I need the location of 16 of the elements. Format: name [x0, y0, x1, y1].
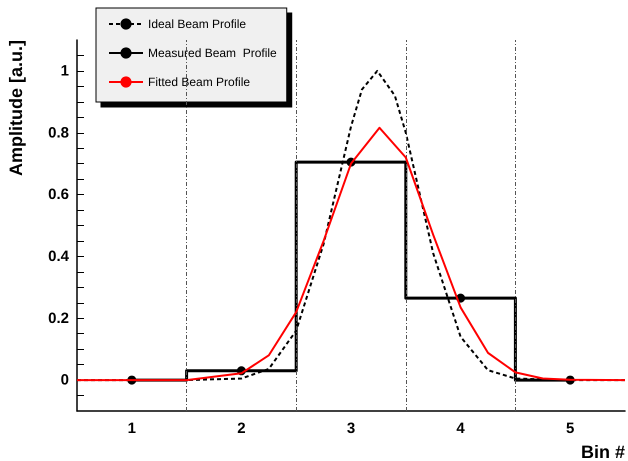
y-tick-label: 1	[60, 62, 69, 80]
x-tick-label: 2	[237, 420, 246, 437]
y-tick-label: 0.6	[48, 186, 69, 204]
legend-label: Ideal Beam Profile	[148, 17, 246, 31]
legend-label: Measured Beam Profile	[148, 46, 278, 60]
y-tick-label: 0.8	[48, 124, 69, 142]
y-tick-label: 0	[60, 372, 69, 389]
x-tick-label: 5	[566, 420, 574, 437]
y-tick-label: 0.2	[48, 310, 69, 327]
x-tick-label: 1	[128, 420, 136, 437]
y-axis-title: Amplitude [a.u.]	[6, 40, 26, 176]
legend-label: Fitted Beam Profile	[148, 75, 250, 89]
x-axis-title: Bin #	[580, 442, 625, 461]
x-tick-label: 3	[346, 420, 356, 437]
y-tick-label: 0.4	[48, 248, 70, 265]
x-tick-label: 4	[456, 420, 466, 437]
